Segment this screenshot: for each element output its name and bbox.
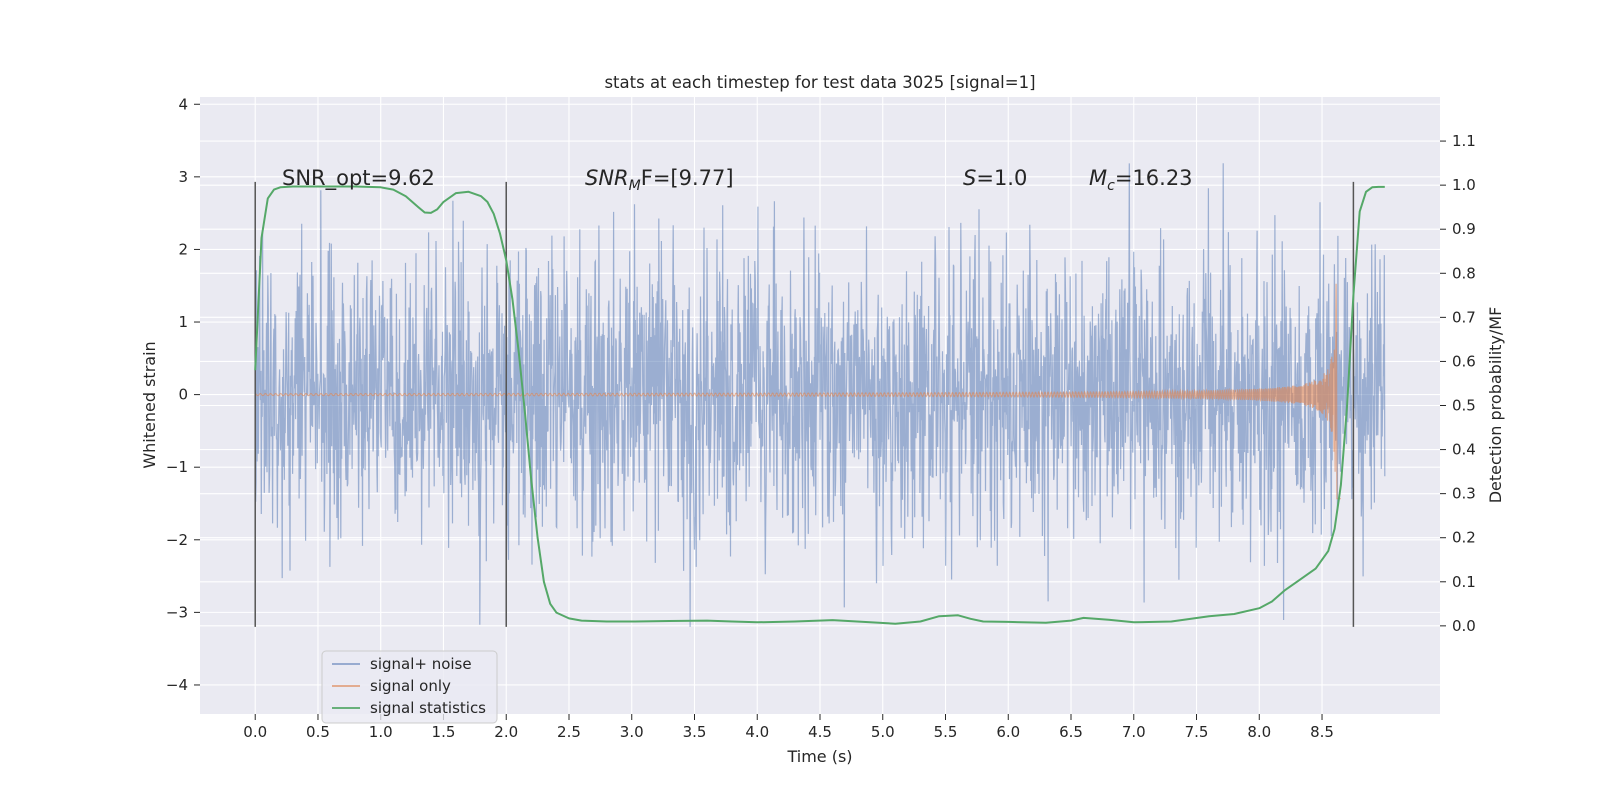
annotation-snr-opt: SNR_opt=9.62: [282, 166, 435, 191]
annotation-s-value: S=1.0: [963, 166, 1027, 190]
annotation-s-rest: =1.0: [976, 166, 1027, 190]
signal-only-series: [255, 283, 1341, 500]
x-tick-label-15: 7.5: [1185, 723, 1209, 741]
y-left-tick-label-3: −1: [166, 458, 188, 476]
annotation-snr-mf-sub: M: [629, 178, 641, 194]
plot-series-group: [254, 163, 1386, 627]
annotation-mc-main: M: [1089, 166, 1107, 190]
y-left-tick-label-7: 3: [178, 168, 188, 186]
x-tick-label-7: 3.5: [683, 723, 707, 741]
x-axis-ticks: 0.0 0.5 1.0 1.5 2.0 2.5 3.0 3.5 4.0 4.5 5.0 5.5 6.0 6…: [243, 714, 1334, 741]
annotation-s-main: S: [963, 166, 976, 190]
x-tick-label-9: 4.5: [808, 723, 832, 741]
y-left-tick-label-4: 0: [178, 386, 188, 404]
signal-noise-series: [254, 163, 1386, 627]
y-left-tick-label-0: −4: [166, 676, 188, 694]
legend-box: [321, 650, 498, 724]
annotation-mc-value: Mc=16.23: [1089, 166, 1193, 194]
series-signal-noise-line: [254, 163, 1386, 627]
y-left-axis-ticks: −4 −3 −2 −1 0 1 2 3 4: [166, 95, 200, 694]
y-right-tick-label-4: 0.4: [1452, 441, 1476, 459]
annotation-snr-mf-rest: F=[9.77]: [641, 166, 734, 190]
series-signal-only-line: [255, 283, 1341, 500]
y-right-tick-label-8: 0.8: [1452, 264, 1476, 282]
annotation-snr-mf-main: SNR: [585, 166, 629, 190]
y-right-tick-label-9: 0.9: [1452, 220, 1476, 238]
y-left-tick-label-1: −3: [166, 603, 188, 621]
legend: signal+ noise signal only signal statist…: [321, 650, 498, 724]
annotation-snr-mf: SNRMF=[9.77]: [585, 166, 734, 194]
y-left-axis-label: Whitened strain: [140, 341, 159, 468]
annotation-mc-rest: =16.23: [1115, 166, 1193, 190]
y-right-axis-ticks: 0.0 0.1 0.2 0.3 0.4 0.5 0.6 0.7 0.8 0.9 1.0 1.1: [1440, 132, 1476, 635]
y-right-tick-label-0: 0.0: [1452, 617, 1476, 635]
x-tick-label-4: 2.0: [494, 723, 518, 741]
y-right-tick-label-1: 0.1: [1452, 573, 1476, 591]
x-tick-label-11: 5.5: [934, 723, 958, 741]
x-tick-label-0: 0.0: [243, 723, 267, 741]
y-right-tick-label-6: 0.6: [1452, 352, 1476, 370]
y-right-tick-label-7: 0.7: [1452, 308, 1476, 326]
y-right-tick-label-10: 1.0: [1452, 176, 1476, 194]
x-tick-label-14: 7.0: [1122, 723, 1146, 741]
x-tick-label-6: 3.0: [620, 723, 644, 741]
x-tick-label-17: 8.5: [1310, 723, 1334, 741]
y-right-tick-label-11: 1.1: [1452, 132, 1476, 150]
legend-label-signal-noise: signal+ noise: [370, 655, 472, 673]
y-right-tick-label-5: 0.5: [1452, 397, 1476, 415]
x-tick-label-3: 1.5: [432, 723, 456, 741]
x-axis-label: Time (s): [786, 747, 852, 766]
annotation-mc-sub: c: [1107, 178, 1115, 194]
x-tick-label-8: 4.0: [745, 723, 769, 741]
y-right-axis-label: Detection probability/MF: [1486, 307, 1505, 504]
series-signal-statistics-line: [254, 185, 1385, 625]
y-right-tick-label-2: 0.2: [1452, 529, 1476, 547]
x-tick-label-10: 5.0: [871, 723, 895, 741]
y-left-tick-label-8: 4: [178, 95, 188, 113]
signal-statistics-series: [254, 185, 1385, 625]
y-right-tick-label-3: 0.3: [1452, 485, 1476, 503]
x-tick-label-12: 6.0: [996, 723, 1020, 741]
x-tick-label-1: 0.5: [306, 723, 330, 741]
x-tick-label-13: 6.5: [1059, 723, 1083, 741]
y-left-tick-label-5: 1: [178, 313, 188, 331]
x-tick-label-5: 2.5: [557, 723, 581, 741]
legend-label-signal-statistics: signal statistics: [370, 699, 486, 717]
chart-title: stats at each timestep for test data 302…: [604, 73, 1035, 92]
x-tick-label-2: 1.0: [369, 723, 393, 741]
legend-label-signal-only: signal only: [370, 677, 451, 695]
x-tick-label-16: 8.0: [1247, 723, 1271, 741]
y-left-tick-label-2: −2: [166, 531, 188, 549]
y-left-tick-label-6: 2: [178, 240, 188, 258]
